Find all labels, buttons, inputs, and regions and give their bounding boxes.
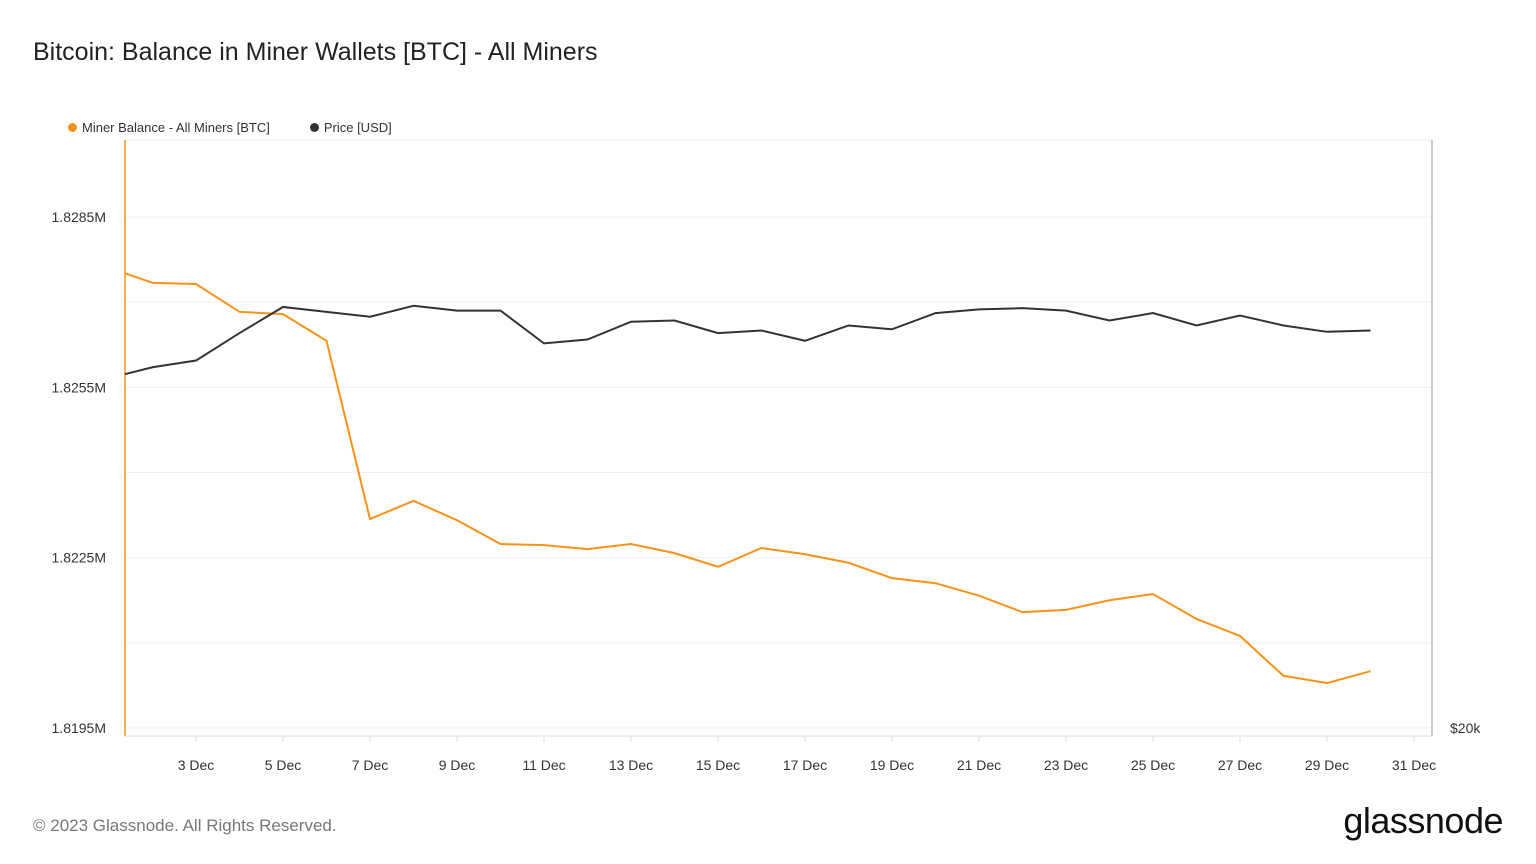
legend-item-miner-balance[interactable]: Miner Balance - All Miners [BTC] [68,120,270,135]
x-tick-label: 31 Dec [1392,757,1436,773]
x-tick-label: 21 Dec [957,757,1001,773]
x-tick-label: 25 Dec [1131,757,1175,773]
x-tick-label: 11 Dec [522,757,565,773]
x-tick-label: 29 Dec [1305,757,1349,773]
glassnode-logo: glassnode [1343,800,1503,841]
miner-balance-line [124,272,1371,685]
y-left-tick: 1.8285M [52,209,106,225]
y-right-tick: $20k [1450,720,1481,736]
orange-dot-icon [68,123,77,132]
dark-dot-icon [309,123,319,132]
x-tick-label: 9 Dec [439,757,476,773]
y-left-tick: 1.8225M [52,550,106,566]
legend: Miner Balance - All Miners [BTC] Price [… [68,120,392,135]
x-tick-label: 23 Dec [1044,757,1088,773]
chart-title: Bitcoin: Balance in Miner Wallets [BTC] … [33,38,598,66]
x-tick-label: 7 Dec [352,757,389,773]
price-line [124,304,1371,376]
y-left-tick: 1.8195M [52,720,106,736]
x-tick-label: 17 Dec [783,757,827,773]
x-tick-label: 13 Dec [609,757,653,773]
legend-item-price[interactable]: Price [USD] [309,120,392,135]
y-left-tick: 1.8255M [52,379,106,395]
x-tick-label: 15 Dec [696,757,740,773]
x-tick-label: 27 Dec [1218,757,1262,773]
x-tick-label: 5 Dec [265,757,302,773]
x-tick-label: 3 Dec [178,757,215,773]
copyright: © 2023 Glassnode. All Rights Reserved. [33,816,337,835]
x-tick-label: 19 Dec [870,757,914,773]
plot-area [124,139,1433,737]
